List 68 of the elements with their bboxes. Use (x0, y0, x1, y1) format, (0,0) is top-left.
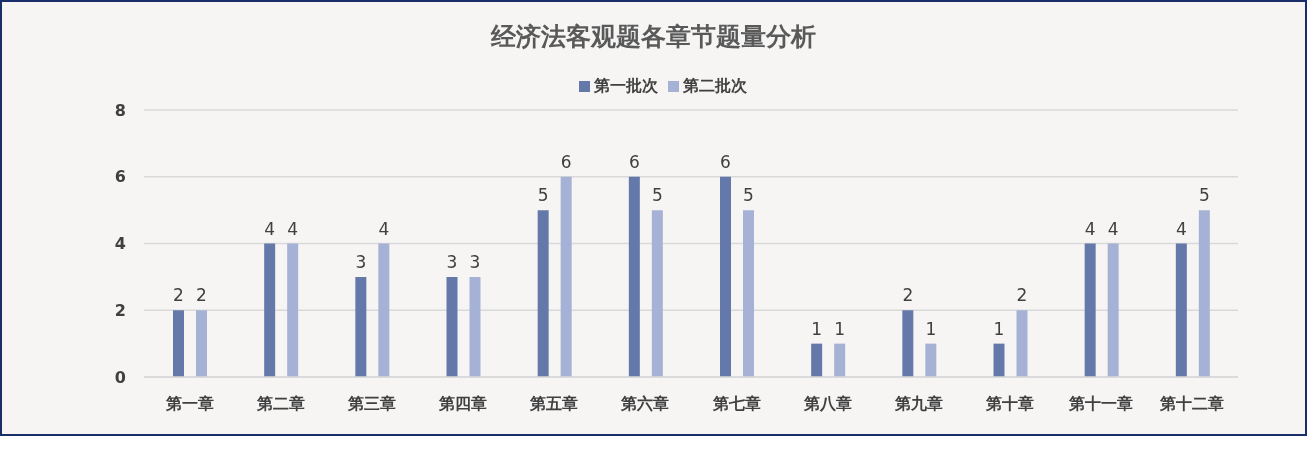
legend-label: 第二批次 (683, 76, 747, 95)
x-tick-label: 第四章 (438, 394, 488, 414)
bar (560, 176, 572, 377)
bar (651, 210, 663, 377)
data-label: 1 (993, 318, 1005, 339)
data-label: 3 (469, 251, 481, 272)
bar (446, 276, 458, 377)
data-label: 1 (811, 318, 823, 339)
bar (1084, 243, 1096, 377)
data-label: 6 (560, 151, 572, 172)
y-tick-label: 8 (114, 100, 126, 120)
x-tick-label: 第十二章 (1159, 394, 1225, 414)
bar (902, 310, 914, 377)
bar (743, 210, 754, 377)
x-tick-label: 第九章 (893, 394, 943, 414)
bar (1107, 243, 1119, 377)
x-tick-label: 第八章 (802, 394, 852, 414)
data-label: 6 (628, 151, 640, 172)
x-tick-label: 第三章 (346, 394, 396, 414)
data-label: 3 (446, 251, 458, 272)
data-label: 4 (264, 218, 276, 239)
bar (834, 343, 846, 377)
y-tick-label: 6 (114, 167, 126, 187)
bar (173, 310, 184, 377)
bar (720, 176, 731, 377)
data-label: 2 (1016, 285, 1028, 306)
data-label: 4 (378, 218, 390, 239)
data-label: 5 (651, 185, 663, 206)
x-tick-label: 第七章 (711, 394, 761, 414)
chart-title: 经济法客观题各章节题量分析 (489, 21, 817, 53)
data-label: 1 (834, 318, 846, 339)
bar (1198, 210, 1210, 377)
bar (196, 310, 207, 377)
bar (537, 210, 549, 377)
data-label: 4 (1084, 218, 1096, 239)
bar (469, 276, 481, 377)
data-label: 2 (196, 285, 207, 306)
data-label: 1 (925, 318, 937, 339)
data-label: 4 (287, 218, 299, 239)
bar (628, 176, 640, 377)
bar (378, 243, 390, 377)
data-label: 5 (743, 185, 754, 206)
x-tick-label: 第五章 (529, 394, 579, 414)
data-label: 4 (1107, 218, 1119, 239)
x-tick-label: 第十一章 (1068, 394, 1134, 414)
x-tick-label: 第二章 (255, 394, 305, 414)
bar (993, 343, 1005, 377)
y-tick-label: 4 (114, 234, 126, 254)
bar (811, 343, 823, 377)
data-label: 4 (1175, 218, 1187, 239)
bar (925, 343, 937, 377)
bar (355, 276, 367, 377)
data-label: 2 (173, 285, 184, 306)
x-tick-label: 第一章 (164, 394, 214, 414)
x-tick-label: 第十章 (985, 394, 1035, 414)
bar (264, 243, 276, 377)
data-label: 2 (902, 285, 914, 306)
data-label: 5 (1198, 185, 1210, 206)
bar (1016, 310, 1028, 377)
data-label: 3 (355, 251, 367, 272)
legend-label: 第一批次 (594, 76, 658, 95)
y-tick-label: 2 (114, 300, 126, 320)
bar (1175, 243, 1187, 377)
data-label: 6 (720, 151, 731, 172)
bar (287, 243, 299, 377)
x-tick-label: 第六章 (620, 394, 670, 414)
data-label: 5 (537, 185, 549, 206)
y-tick-label: 0 (114, 367, 126, 387)
